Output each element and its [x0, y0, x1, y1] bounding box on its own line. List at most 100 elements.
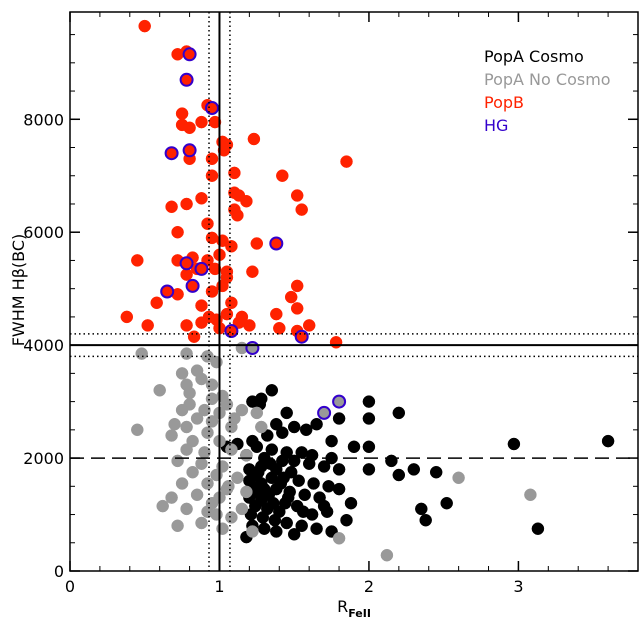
point-popb	[195, 115, 208, 129]
point-popb	[205, 285, 219, 298]
point-popa-no-cosmo	[175, 477, 189, 490]
point-popa-cosmo	[250, 440, 264, 454]
point-popb	[231, 209, 244, 222]
y-tick-label: 2000	[23, 449, 64, 468]
point-popa-no-cosmo	[380, 548, 394, 562]
point-popa-no-cosmo	[225, 443, 238, 456]
point-popb	[329, 336, 343, 349]
point-popa-cosmo	[347, 440, 361, 454]
point-popb	[302, 319, 316, 332]
point-hg	[185, 278, 200, 293]
point-popb	[243, 319, 256, 332]
point-popa-no-cosmo	[225, 511, 238, 524]
x-axis-title-subscript: FeII	[348, 607, 371, 620]
point-popb	[195, 316, 208, 329]
point-popb	[183, 121, 196, 135]
point-popb	[201, 217, 214, 230]
legend-entry: PopB	[484, 93, 524, 112]
point-popa-no-cosmo	[201, 477, 214, 490]
point-popa-no-cosmo	[246, 525, 259, 538]
point-popa-cosmo	[419, 513, 432, 527]
point-popa-cosmo	[340, 513, 353, 527]
point-popa-no-cosmo	[452, 471, 465, 485]
point-popa-cosmo	[407, 463, 421, 476]
x-tick-label: 2	[364, 577, 374, 596]
point-popa-cosmo	[310, 417, 323, 431]
point-popa-cosmo	[274, 477, 288, 490]
point-popb	[195, 299, 208, 312]
point-popa-no-cosmo	[175, 403, 189, 417]
point-popb	[250, 237, 264, 250]
point-hg	[179, 256, 194, 271]
point-popa-no-cosmo	[180, 443, 193, 456]
point-popb	[131, 254, 144, 267]
point-popa-cosmo	[264, 457, 277, 470]
point-popa-cosmo	[280, 516, 293, 530]
point-popa-cosmo	[292, 474, 305, 487]
data-points	[120, 19, 615, 562]
point-popa-cosmo	[287, 420, 301, 434]
point-popa-cosmo	[362, 440, 376, 454]
x-tick-label: 0	[65, 577, 75, 596]
point-popa-no-cosmo	[210, 468, 223, 482]
point-popa-no-cosmo	[183, 386, 196, 400]
point-popa-no-cosmo	[195, 457, 208, 470]
point-popb	[284, 290, 298, 304]
point-popa-cosmo	[322, 480, 335, 493]
legend-entry: HG	[484, 116, 508, 135]
point-popa-cosmo	[385, 454, 398, 468]
point-popb	[205, 169, 219, 182]
point-popa-cosmo	[287, 528, 301, 541]
point-popb	[225, 296, 238, 310]
point-popa-no-cosmo	[210, 508, 223, 521]
x-tick-label: 1	[214, 577, 224, 596]
point-popa-no-cosmo	[250, 406, 264, 420]
point-hg	[182, 47, 197, 62]
point-popb	[205, 152, 219, 166]
point-popa-no-cosmo	[255, 420, 268, 434]
y-tick-label: 8000	[23, 110, 64, 129]
point-popa-cosmo	[265, 443, 279, 456]
point-popa-no-cosmo	[220, 482, 234, 496]
point-popa-no-cosmo	[231, 471, 244, 485]
point-popa-cosmo	[392, 406, 406, 420]
point-popb	[180, 268, 193, 281]
point-popa-cosmo	[287, 454, 301, 468]
point-popb	[217, 144, 231, 157]
point-popa-no-cosmo	[168, 417, 181, 431]
point-popb	[138, 19, 151, 33]
point-hg	[164, 146, 179, 161]
point-popa-cosmo	[252, 465, 265, 479]
point-hg	[317, 405, 332, 420]
point-popb	[216, 279, 229, 293]
x-axis-title: RFeII	[337, 597, 371, 620]
y-axis-title: FWHM Hβ(BC)	[9, 234, 28, 347]
point-popb	[240, 194, 253, 208]
point-popb	[187, 330, 201, 343]
point-popb	[205, 231, 219, 245]
point-popb	[270, 307, 283, 321]
point-popa-cosmo	[281, 491, 295, 504]
point-popa-cosmo	[310, 522, 323, 535]
point-popa-no-cosmo	[175, 367, 189, 380]
point-hg	[205, 101, 219, 115]
point-hg	[245, 341, 260, 355]
point-popa-no-cosmo	[186, 434, 199, 448]
point-popb	[290, 279, 304, 293]
point-popa-no-cosmo	[205, 415, 219, 428]
y-tick-label: 4000	[23, 336, 64, 355]
point-popa-no-cosmo	[180, 502, 193, 516]
point-hg	[179, 72, 194, 87]
point-popa-cosmo	[392, 468, 406, 482]
series-popa-cosmo	[220, 384, 615, 544]
point-popb	[141, 319, 154, 332]
plot-frame	[69, 11, 639, 572]
legend-entry: PopA No Cosmo	[484, 70, 611, 89]
point-popb	[247, 132, 261, 146]
point-popa-cosmo	[256, 511, 270, 524]
point-popa-no-cosmo	[135, 347, 148, 360]
point-popb	[225, 240, 238, 253]
point-popa-no-cosmo	[190, 488, 204, 502]
point-popa-cosmo	[265, 384, 279, 397]
